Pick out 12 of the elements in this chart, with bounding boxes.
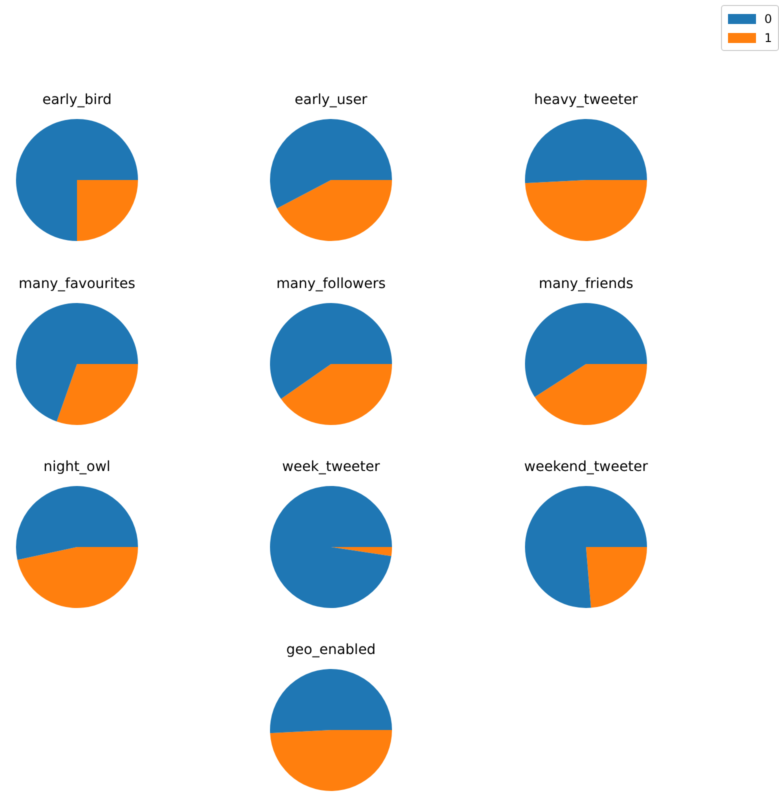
legend-label: 0: [764, 12, 772, 26]
chart-title: night_owl: [42, 459, 112, 475]
chart-title: early_user: [294, 92, 368, 108]
chart-title: many_friends: [538, 276, 634, 292]
legend-label: 1: [764, 30, 772, 44]
chart-title: many_favourites: [18, 276, 136, 292]
chart-title: weekend_tweeter: [523, 459, 649, 475]
chart-title: geo_enabled: [285, 642, 377, 658]
text: early_bird: [41, 92, 113, 108]
chart-title: heavy_tweeter: [533, 92, 639, 108]
chart-title: week_tweeter: [281, 459, 381, 475]
chart-title: many_followers: [275, 276, 387, 292]
